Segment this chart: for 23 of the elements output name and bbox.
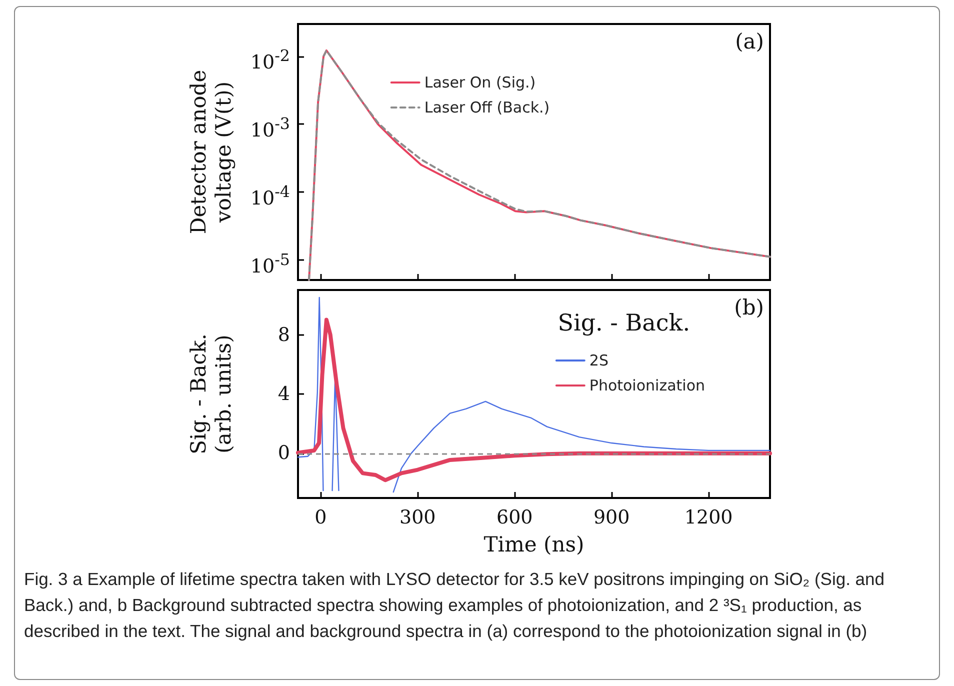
x-axis-title: Time (ns) [484, 532, 584, 556]
y-axis-title: Sig. - Back. (arb. units) [186, 334, 236, 454]
y-tick-label: 4 [278, 382, 290, 407]
y-tick-label: 10$^{-4}$ [250, 180, 290, 212]
x-tick-label: 0 [314, 506, 327, 528]
x-tick-label: 900 [593, 506, 630, 528]
y-tick-label: 10$^{-3}$ [250, 113, 290, 144]
legend-label: Photoionization [589, 376, 706, 394]
annotation: (a) [735, 30, 764, 54]
legend-label: Laser Off (Back.) [424, 98, 550, 116]
legend-label: 2S [589, 352, 608, 370]
annotation: (b) [734, 296, 764, 320]
legend-label: Laser On (Sig.) [424, 74, 536, 92]
y-tick-label: 0 [278, 441, 290, 466]
x-tick-label: 600 [496, 506, 533, 528]
y-tick-label: 10$^{-2}$ [250, 45, 290, 76]
x-tick-label: 1200 [684, 506, 733, 528]
y-tick-label: 10$^{-5}$ [250, 248, 290, 279]
caption: Fig. 3 a Example of lifetime spectra taken with LYSO detector for 3.5 keV positrons impinging on SiO₂ (Sig. and Back.) and, b Background subtracted spectra showing examples of photoionization, and 2 ³S₁ production, as described in the text. The signal and background spectra in (a) correspond to the photoionization signal in (b) [24, 568, 886, 643]
y-axis-title: Detector anode voltage (V(t)) [186, 70, 236, 234]
y-tick-label: 8 [278, 322, 290, 348]
x-tick-label: 300 [399, 506, 436, 528]
legend-title: Sig. - Back. [558, 310, 690, 336]
